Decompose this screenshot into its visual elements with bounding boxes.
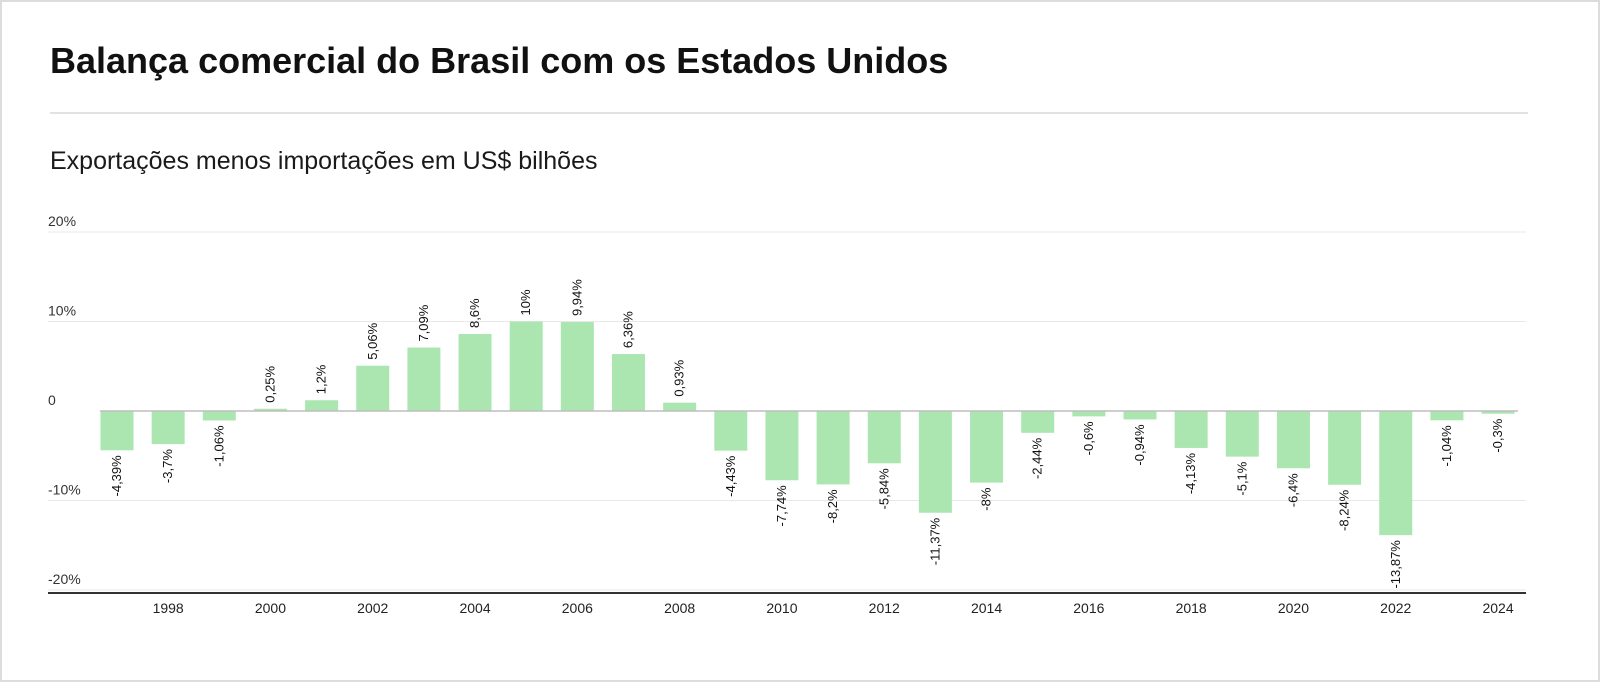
data-label: 8,6% <box>467 298 482 328</box>
x-tick-label: 2010 <box>766 600 797 616</box>
x-tick-label: 2024 <box>1482 600 1513 616</box>
data-label: -8% <box>979 487 994 511</box>
y-tick-label: 20% <box>48 213 76 229</box>
bar <box>1072 411 1106 417</box>
data-label: -0,6% <box>1081 421 1096 455</box>
x-tick-label: 2022 <box>1380 600 1411 616</box>
bar <box>305 400 339 411</box>
bar <box>816 411 850 485</box>
data-label: -8,24% <box>1337 489 1352 531</box>
chart-subtitle: Exportações menos importações em US$ bil… <box>50 147 598 175</box>
bar <box>100 411 134 451</box>
bar <box>1328 411 1362 485</box>
x-tick-label: 2016 <box>1073 600 1104 616</box>
bar <box>458 334 492 411</box>
bar <box>663 402 697 411</box>
data-label: -8,2% <box>825 489 840 523</box>
x-tick-label: 2012 <box>869 600 900 616</box>
y-tick-label: 0 <box>48 392 56 408</box>
bar <box>1021 411 1055 433</box>
x-tick-label: 2014 <box>971 600 1002 616</box>
data-label: -11,37% <box>927 517 942 565</box>
y-tick-label: 10% <box>48 303 76 319</box>
data-label: -0,94% <box>1132 424 1147 466</box>
bar <box>1123 411 1157 420</box>
chart-title: Balança comercial do Brasil com os Estad… <box>50 40 949 81</box>
bar <box>1430 411 1464 421</box>
x-tick-label: 2004 <box>459 600 490 616</box>
data-label: -2,44% <box>1030 437 1045 479</box>
x-tick-label: 2018 <box>1176 600 1207 616</box>
x-tick-label: 2008 <box>664 600 695 616</box>
x-tick-label: 1998 <box>153 600 184 616</box>
data-label: -4,39% <box>109 455 124 497</box>
bar <box>970 411 1004 483</box>
data-label: -5,84% <box>876 468 891 510</box>
data-label: -6,4% <box>1285 473 1300 507</box>
bar <box>918 411 952 513</box>
bar <box>407 347 441 411</box>
bar <box>151 411 185 445</box>
data-label: 1,2% <box>314 364 329 394</box>
bar <box>1225 411 1259 457</box>
data-label: 5,06% <box>365 322 380 359</box>
bar <box>1276 411 1310 469</box>
data-label: -4,13% <box>1183 453 1198 495</box>
bar <box>1481 411 1515 414</box>
bar <box>356 365 390 411</box>
bar <box>714 411 748 451</box>
x-tick-label: 2002 <box>357 600 388 616</box>
y-tick-label: -20% <box>48 571 81 587</box>
bar <box>1379 411 1413 536</box>
bar <box>202 411 236 421</box>
data-label: -7,74% <box>774 485 789 527</box>
data-label: 6,36% <box>621 311 636 348</box>
title-divider <box>50 112 1528 114</box>
y-tick-label: -10% <box>48 482 81 498</box>
data-label: -5,1% <box>1234 461 1249 495</box>
data-label: 0,93% <box>672 359 687 396</box>
x-tick-label: 2006 <box>562 600 593 616</box>
bar <box>765 411 799 481</box>
data-label: -4,43% <box>723 455 738 497</box>
data-label: 7,09% <box>416 304 431 341</box>
bar <box>560 322 594 411</box>
data-label: 0,25% <box>262 365 277 402</box>
data-label: 10% <box>518 289 533 315</box>
data-label: 9,94% <box>569 279 584 316</box>
bar <box>253 408 287 411</box>
x-tick-label: 2020 <box>1278 600 1309 616</box>
data-label: -13,87% <box>1388 540 1403 589</box>
bar <box>509 321 543 411</box>
data-label: -0,3% <box>1490 418 1505 452</box>
bar <box>612 354 645 411</box>
bar <box>867 411 901 464</box>
data-label: -1,04% <box>1439 425 1454 467</box>
x-tick-label: 2000 <box>255 600 286 616</box>
data-label: -3,7% <box>160 449 175 483</box>
bar <box>1174 411 1208 448</box>
data-label: -1,06% <box>211 425 226 467</box>
